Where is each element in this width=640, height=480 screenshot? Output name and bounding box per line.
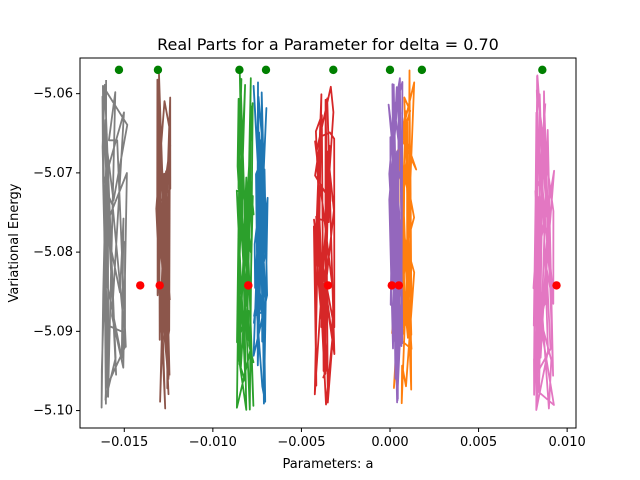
x-tick-label: 0.000 — [371, 435, 408, 450]
y-tick-label: −5.07 — [33, 166, 73, 181]
end-point-marker — [552, 281, 561, 290]
plot-area — [100, 65, 561, 411]
x-tick-label: 0.010 — [549, 435, 586, 450]
x-tick-label: −0.015 — [100, 435, 148, 450]
end-point-marker — [136, 281, 145, 290]
y-tick-label: −5.06 — [33, 87, 73, 102]
start-point-marker — [538, 65, 547, 75]
end-point-marker — [394, 281, 404, 290]
y-tick-label: −5.09 — [33, 324, 73, 339]
end-point-marker — [387, 281, 396, 290]
series-line — [100, 79, 129, 409]
series-line — [235, 72, 255, 411]
y-axis-label: Variational Energy — [7, 183, 22, 302]
start-point-marker — [329, 65, 338, 75]
start-point-marker — [261, 65, 271, 75]
axes-frame — [79, 57, 577, 429]
series-line — [387, 77, 404, 404]
end-point-marker — [155, 281, 164, 290]
start-point-marker — [417, 65, 427, 75]
x-tick-label: 0.005 — [460, 435, 497, 450]
start-point-marker — [235, 65, 244, 75]
y-tick-label: −5.08 — [33, 245, 73, 260]
end-point-marker — [323, 281, 333, 290]
series-line — [312, 85, 336, 406]
start-point-marker — [114, 65, 124, 75]
start-point-marker — [153, 65, 163, 75]
series-line — [532, 74, 555, 411]
start-point-marker — [385, 65, 395, 75]
x-axis-label: Parameters: a — [283, 457, 374, 472]
series-line — [155, 73, 172, 410]
x-tick-label: −0.005 — [277, 435, 325, 450]
series-line — [252, 81, 269, 405]
x-tick-label: −0.010 — [189, 435, 237, 450]
chart-title: Real Parts for a Parameter for delta = 0… — [157, 35, 499, 54]
axis-ticks: −0.015 −0.010 −0.005 0.000 0.005 0.010 −5.06 −5… — [33, 87, 586, 450]
y-tick-label: −5.10 — [33, 404, 73, 419]
end-point-marker — [244, 281, 253, 290]
